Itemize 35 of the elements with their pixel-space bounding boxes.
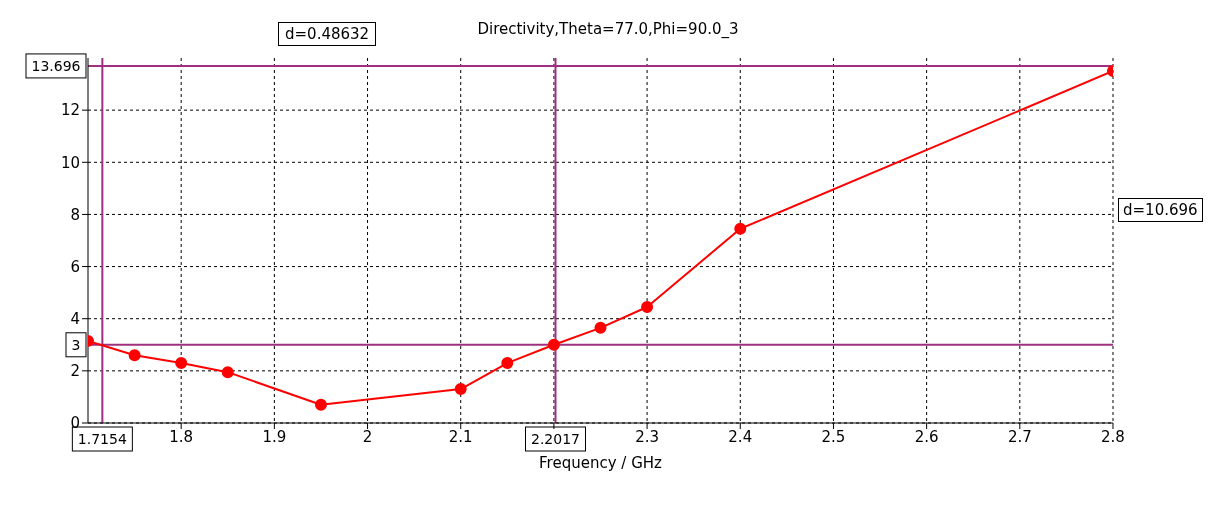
point [547, 338, 560, 351]
y-tick-label: 12 [60, 101, 80, 120]
x-tick-label: 2.5 [821, 427, 846, 446]
x-tick-label: 1.8 [169, 427, 194, 446]
y-tick-label: 4 [70, 310, 80, 329]
ref-line-label: 13.696 [31, 57, 81, 74]
point [641, 300, 654, 313]
x-tick-label: 2.3 [635, 427, 660, 446]
point [454, 383, 467, 396]
ref-line-label: 2.2017 [530, 431, 580, 447]
point [501, 357, 514, 370]
point [734, 222, 747, 235]
x-tick-label: 2.6 [914, 427, 939, 446]
y-tick-label: 8 [70, 205, 80, 224]
y-tick-label: 10 [60, 153, 80, 172]
x-tick-label: 2.8 [1101, 427, 1125, 446]
x-axis-title: Frequency / GHz [539, 454, 663, 472]
x-tick-label: 2.1 [448, 427, 473, 446]
point [221, 366, 234, 379]
x-tick-label: 2.4 [728, 427, 753, 446]
ref-line-label: 3 [71, 336, 81, 353]
x-tick-label: 2 [362, 427, 373, 446]
x-tick-label: 1.9 [262, 427, 287, 446]
ref-line-label: 1.7154 [77, 431, 127, 447]
text: d=0.48632 [278, 22, 377, 46]
text: d=10.696 [1118, 198, 1203, 222]
y-tick-label: 6 [70, 257, 80, 276]
point [314, 398, 327, 411]
y-tick-label: 0 [70, 414, 80, 433]
point [128, 349, 141, 362]
point [175, 357, 188, 370]
x-tick-label: 2.7 [1007, 427, 1032, 446]
y-tick-label: 2 [70, 362, 80, 381]
chart-title: Directivity,Theta=77.0,Phi=90.0_3 [477, 20, 739, 38]
point [594, 321, 607, 334]
